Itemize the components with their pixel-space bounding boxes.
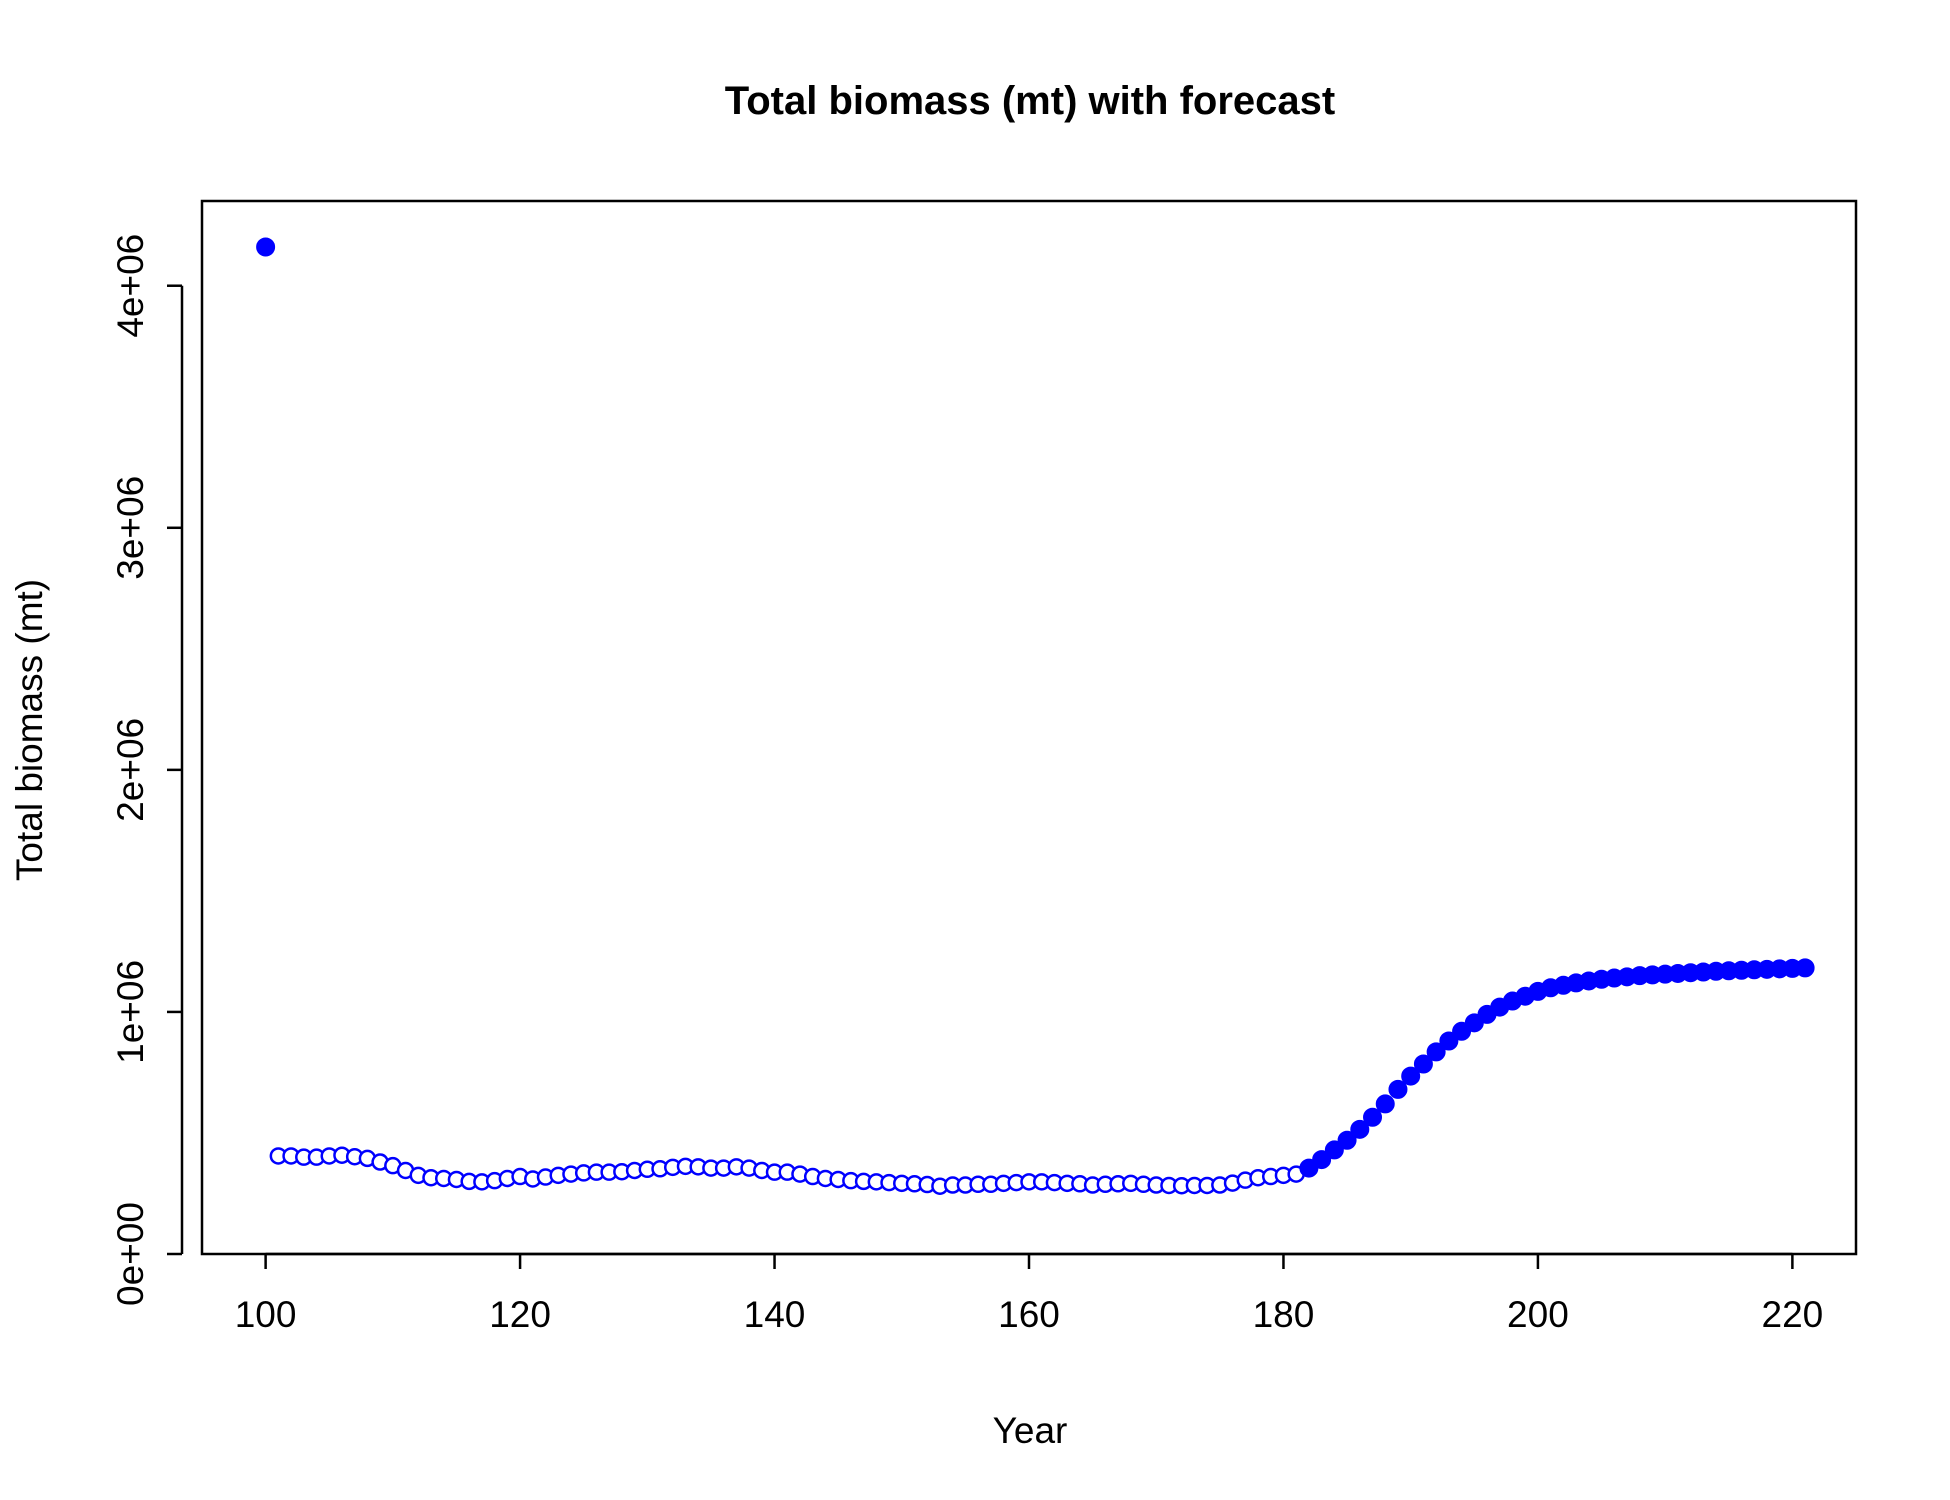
data-point-filled [1413,1054,1433,1074]
y-axis-label: Total biomass (mt) [9,579,50,881]
data-point-filled [1795,958,1815,978]
data-point-filled [1401,1066,1421,1086]
y-axis: 0e+00 1e+06 2e+06 3e+06 4e+06 [110,234,184,1306]
y-tick-label: 4e+06 [110,234,151,338]
x-tick-label: 160 [998,1294,1060,1335]
y-tick-label: 0e+00 [110,1202,151,1306]
x-tick-label: 220 [1762,1294,1824,1335]
plot-frame [200,199,1858,1256]
data-point-filled [1337,1130,1357,1150]
data-points [256,237,1815,1195]
y-tick-label: 2e+06 [110,718,151,822]
x-tick-label: 180 [1253,1294,1315,1335]
data-point-filled [1363,1107,1383,1127]
data-point-filled [1439,1031,1459,1051]
chart-title: Total biomass (mt) with forecast [725,79,1335,123]
x-axis-label: Year [993,1410,1068,1451]
y-tick-label: 3e+06 [110,476,151,580]
x-tick-label: 120 [489,1294,551,1335]
data-point-filled [1388,1079,1408,1099]
data-point-filled [1324,1140,1344,1160]
data-point-filled [1426,1042,1446,1062]
x-tick-label: 100 [235,1294,297,1335]
data-point-filled [256,237,276,257]
y-tick-label: 1e+06 [110,960,151,1064]
data-point-filled [1312,1150,1332,1170]
x-tick-label: 200 [1507,1294,1569,1335]
x-tick-label: 140 [744,1294,806,1335]
data-point-filled [1375,1094,1395,1114]
x-axis: 100 120 140 160 180 200 220 [235,1252,1824,1335]
data-point-filled [1350,1119,1370,1139]
